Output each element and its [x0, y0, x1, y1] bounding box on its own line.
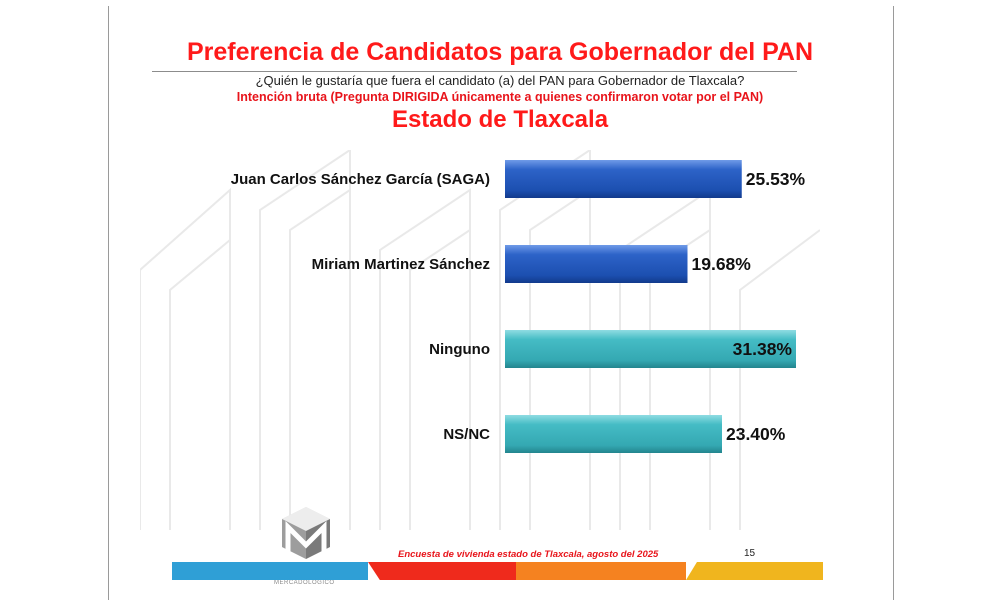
- page-number: 15: [744, 548, 756, 559]
- survey-note: Intención bruta (Pregunta DIRIGIDA única…: [236, 90, 764, 104]
- logo-caption: MERCADOLOGICO: [274, 580, 335, 586]
- value-label-3: 31.38%: [733, 339, 793, 359]
- bar-4: [505, 415, 722, 453]
- footer-band-blue: [172, 562, 368, 580]
- category-label-1: Juan Carlos Sánchez García (SAGA): [231, 171, 490, 188]
- region-title: Estado de Tlaxcala: [391, 106, 609, 133]
- bar-1: [505, 160, 742, 198]
- footer-survey: Encuesta de vivienda estado de Tlaxcala,…: [398, 549, 659, 560]
- value-label-1: 25.53%: [746, 169, 806, 189]
- mercadologico-logo: [278, 505, 334, 563]
- survey-question: ¿Quién le gustaría que fuera el candidat…: [255, 73, 745, 88]
- title-rule: [152, 71, 797, 72]
- footer-band-orange: [516, 562, 686, 580]
- value-label-4: 23.40%: [726, 424, 786, 444]
- footer-band-yellow: [686, 562, 823, 580]
- bar-2: [505, 245, 688, 283]
- category-label-3: Ninguno: [429, 341, 490, 358]
- category-label-2: Miriam Martinez Sánchez: [312, 256, 490, 273]
- bar-3: [505, 330, 796, 368]
- chart-title: Preferencia de Candidatos para Gobernado…: [186, 38, 814, 66]
- footer-band-red: [368, 562, 516, 580]
- category-label-4: NS/NC: [443, 426, 490, 443]
- value-label-2: 19.68%: [692, 254, 752, 274]
